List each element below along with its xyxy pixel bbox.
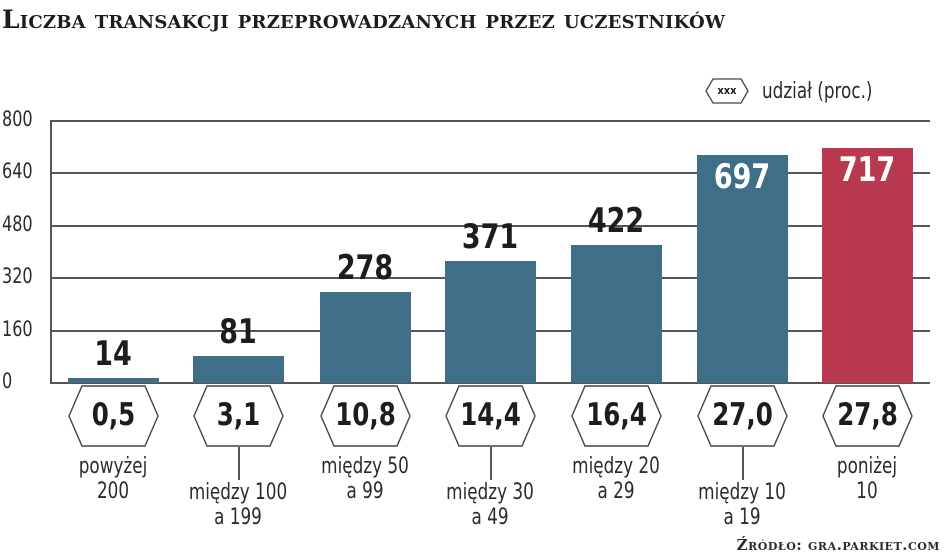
- label-connector: [238, 447, 240, 480]
- category-label: poniżej 10: [836, 454, 898, 504]
- bar: [822, 148, 913, 383]
- bar-value-label: 371: [461, 217, 519, 258]
- share-hexagon: 3,1: [193, 385, 284, 447]
- category-label: między 100 a 199: [188, 480, 288, 530]
- bar-value-label: 14: [94, 334, 132, 375]
- share-value: 27,0: [712, 397, 773, 433]
- y-tick-label: 160: [2, 316, 33, 341]
- category-label: między 20 a 29: [572, 454, 660, 504]
- legend: xxx udział (proc.): [705, 76, 892, 106]
- y-axis-line: [50, 121, 52, 384]
- gridline: [50, 172, 930, 175]
- bar-value-label: 697: [713, 156, 771, 197]
- bar: [571, 244, 662, 383]
- source-note: Źródło: gra.parkiet.com: [736, 536, 940, 554]
- share-hexagon: 0,5: [68, 385, 159, 447]
- share-hexagon: 14,4: [445, 385, 536, 447]
- y-tick-label: 480: [2, 211, 33, 236]
- gridline: [50, 120, 930, 122]
- share-value: 0,5: [91, 397, 136, 433]
- share-hexagon: 10,8: [320, 385, 411, 447]
- bar-value-label: 278: [336, 247, 394, 288]
- share-value: 10,8: [335, 397, 396, 433]
- y-tick-label: 0: [2, 369, 13, 393]
- category-label: między 10 a 19: [698, 480, 786, 530]
- y-tick-label: 640: [2, 159, 33, 184]
- category-label: między 50 a 99: [321, 454, 409, 504]
- share-value: 3,1: [216, 397, 261, 433]
- bar: [320, 291, 411, 383]
- bar-value-label: 422: [587, 200, 645, 241]
- share-hexagon: 27,8: [822, 385, 913, 447]
- bar-value-label: 81: [219, 312, 257, 353]
- y-tick-label: 320: [2, 264, 33, 289]
- share-hexagon: 16,4: [571, 385, 662, 447]
- bar-value-label: 717: [838, 150, 896, 191]
- category-label: powyżej 200: [78, 454, 148, 504]
- legend-label: udział (proc.): [762, 78, 873, 104]
- gridline: [50, 224, 930, 227]
- bar: [697, 154, 788, 383]
- bar: [68, 378, 159, 383]
- gridline: [50, 382, 930, 384]
- share-value: 14,4: [460, 397, 521, 433]
- share-value: 16,4: [586, 397, 647, 433]
- category-label: między 30 a 49: [446, 480, 534, 530]
- y-tick-label: 800: [2, 107, 33, 131]
- share-hexagon: 27,0: [697, 385, 788, 447]
- label-connector: [742, 447, 744, 480]
- label-connector: [490, 447, 492, 480]
- chart-title: Liczba transakcji przeprowadzanych przez…: [2, 5, 726, 34]
- hexagon-legend-icon: xxx: [705, 78, 749, 104]
- share-value: 27,8: [837, 397, 898, 433]
- bar: [193, 356, 284, 383]
- bar: [445, 261, 536, 383]
